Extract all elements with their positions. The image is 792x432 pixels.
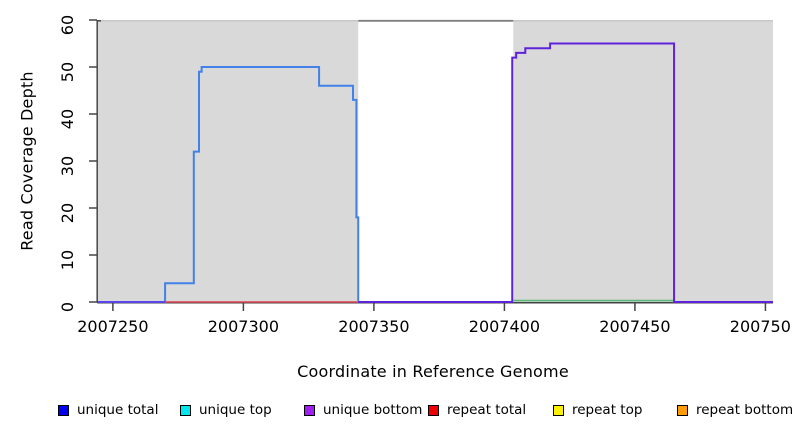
y-axis-title: Read Coverage Depth bbox=[17, 71, 37, 251]
x-axis-title: Coordinate in Reference Genome bbox=[297, 362, 569, 381]
y-tick-label: 30 bbox=[58, 156, 77, 176]
shaded-region bbox=[513, 20, 773, 302]
purple-coverage-curve bbox=[358, 42, 773, 303]
y-tick-label: 20 bbox=[58, 203, 77, 223]
y-tick-label: 40 bbox=[58, 109, 77, 129]
legend-item: unique bottom bbox=[304, 401, 422, 419]
legend-swatch-icon bbox=[553, 404, 564, 416]
y-tick-label: 0 bbox=[58, 302, 77, 312]
x-tick-label: 2007400 bbox=[469, 317, 540, 336]
legend-label: unique total bbox=[77, 402, 159, 418]
x-tick-label: 2007450 bbox=[599, 317, 670, 336]
legend-item: repeat top bbox=[553, 401, 642, 419]
legend: unique total unique top unique bottom repea… bbox=[0, 401, 792, 425]
legend-swatch-icon bbox=[58, 404, 69, 416]
x-tick-label: 2007250 bbox=[77, 317, 148, 336]
legend-swatch-icon bbox=[180, 404, 191, 416]
coverage-plot-svg: 0 10 20 30 40 50 60 2007250 2007300 2007350 200740… bbox=[58, 15, 792, 336]
x-tick-label: 2007500 bbox=[730, 317, 792, 336]
x-tick-label: 2007300 bbox=[208, 317, 279, 336]
x-tick-label: 2007350 bbox=[338, 317, 409, 336]
legend-item: unique total bbox=[58, 401, 158, 419]
legend-label: repeat top bbox=[572, 402, 643, 418]
legend-label: unique bottom bbox=[323, 402, 423, 418]
legend-item: repeat bottom bbox=[677, 401, 792, 419]
y-tick-label: 50 bbox=[58, 62, 77, 82]
legend-swatch-icon bbox=[677, 404, 688, 416]
legend-swatch-icon bbox=[304, 404, 315, 416]
legend-swatch-icon bbox=[428, 404, 439, 416]
y-tick-label: 10 bbox=[58, 250, 77, 270]
y-tick-label: 60 bbox=[58, 15, 77, 35]
blue-coverage-curve bbox=[98, 66, 513, 303]
shaded-region bbox=[98, 20, 359, 302]
legend-label: repeat bottom bbox=[696, 402, 792, 418]
legend-item: unique top bbox=[180, 401, 272, 419]
legend-label: unique top bbox=[199, 402, 272, 418]
plot-area: 0 10 20 30 40 50 60 2007250 2007300 2007350 200740… bbox=[58, 15, 792, 336]
legend-item: repeat total bbox=[428, 401, 526, 419]
legend-label: repeat total bbox=[447, 402, 527, 418]
